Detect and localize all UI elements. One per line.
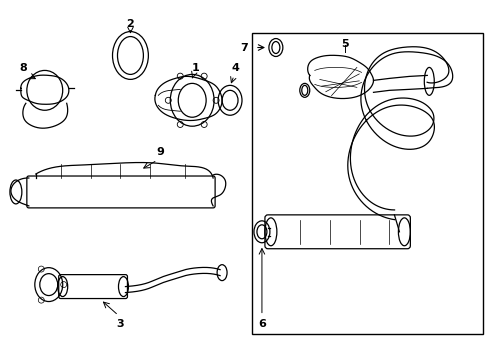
Bar [251,32,482,334]
Text: 4: 4 [231,63,239,73]
Text: 2: 2 [126,19,134,29]
Text: 6: 6 [258,319,265,329]
Text: 8: 8 [19,63,27,73]
Text: 7: 7 [240,42,247,53]
Text: 1: 1 [191,63,199,73]
Text: 3: 3 [117,319,124,329]
Text: 5: 5 [340,39,348,49]
Text: 9: 9 [156,147,164,157]
